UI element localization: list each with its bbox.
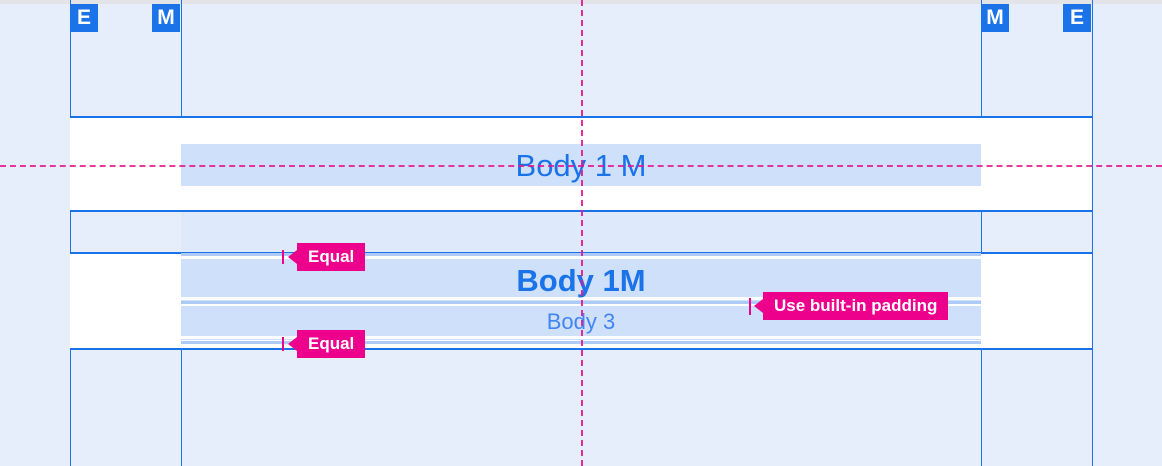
measure-tick-equal-top <box>282 250 284 264</box>
annotation-built-in-padding[interactable]: Use built-in padding <box>754 292 949 320</box>
guide-line-margin-right <box>981 0 982 466</box>
marker-margin-left[interactable]: M <box>152 4 180 32</box>
annotation-built-in-padding-label: Use built-in padding <box>774 296 938 315</box>
callout-arrow-icon <box>288 250 297 264</box>
annotation-equal-top-label: Equal <box>308 247 355 266</box>
marker-edge-left[interactable]: E <box>70 4 98 32</box>
callout-arrow-icon <box>288 337 297 351</box>
measure-tick-equal-bottom <box>282 337 284 351</box>
callout-arrow-icon <box>754 299 763 313</box>
annotation-equal-bottom[interactable]: Equal <box>288 330 366 358</box>
annotation-equal-bottom-label: Equal <box>308 334 355 353</box>
annotation-equal-top[interactable]: Equal <box>288 243 366 271</box>
marker-edge-right[interactable]: E <box>1063 4 1091 32</box>
guide-line-edge-left <box>70 0 71 466</box>
marker-margin-right[interactable]: M <box>981 4 1009 32</box>
measure-tick-padding <box>749 298 751 315</box>
center-line-vertical <box>581 0 583 466</box>
guide-line-edge-right <box>1092 0 1093 466</box>
